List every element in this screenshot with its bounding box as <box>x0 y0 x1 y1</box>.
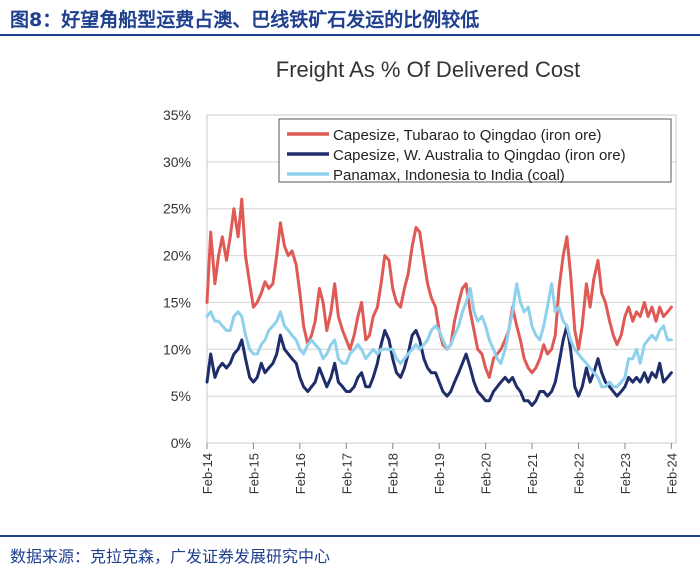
freight-chart: Freight As % Of Delivered Cost 0% 5% 10% 15… <box>163 57 679 494</box>
chart-title: Freight As % Of Delivered Cost <box>276 57 580 82</box>
x-tick-label: Feb-17 <box>339 453 354 494</box>
x-tick-label: Feb-23 <box>618 453 633 494</box>
x-tick-label: Feb-21 <box>525 453 540 494</box>
legend-label-3: Panamax, Indonesia to India (coal) <box>333 167 565 184</box>
y-tick-label: 30% <box>163 154 191 170</box>
x-axis: Feb-14 Feb-15 Feb-16 Feb-17 Feb-18 Feb-19 Feb-… <box>200 443 679 494</box>
legend-label-2: Capesize, W. Australia to Qingdao (iron … <box>333 147 626 164</box>
y-tick-label: 20% <box>163 248 191 264</box>
y-tick-label: 25% <box>163 201 191 217</box>
bottom-divider <box>0 535 700 537</box>
y-axis: 0% 5% 10% 15% 20% 25% 30% 35% <box>163 107 191 451</box>
series-line-3 <box>205 282 673 389</box>
y-tick-label: 35% <box>163 107 191 123</box>
top-divider <box>0 34 700 36</box>
x-tick-label: Feb-20 <box>479 453 494 494</box>
source-note: 数据来源：克拉克森，广发证券发展研究中心 <box>10 547 331 566</box>
series-lines <box>205 197 673 407</box>
figure-title: 图8：好望角船型运费占澳、巴线铁矿石发运的比例较低 <box>10 9 480 31</box>
y-tick-label: 0% <box>171 435 191 451</box>
x-tick-label: Feb-22 <box>571 453 586 494</box>
x-tick-label: Feb-19 <box>432 453 447 494</box>
legend: Capesize, Tubarao to Qingdao (iron ore) C… <box>278 118 672 184</box>
x-tick-label: Feb-18 <box>386 453 401 494</box>
x-tick-label: Feb-14 <box>200 453 215 494</box>
y-tick-label: 15% <box>163 294 191 310</box>
y-tick-label: 10% <box>163 341 191 357</box>
x-tick-label: Feb-16 <box>293 453 308 494</box>
legend-box <box>278 118 672 183</box>
x-tick-label: Feb-15 <box>246 453 261 494</box>
x-tick-label: Feb-24 <box>664 453 679 494</box>
y-tick-label: 5% <box>171 388 191 404</box>
legend-label-1: Capesize, Tubarao to Qingdao (iron ore) <box>333 127 601 144</box>
